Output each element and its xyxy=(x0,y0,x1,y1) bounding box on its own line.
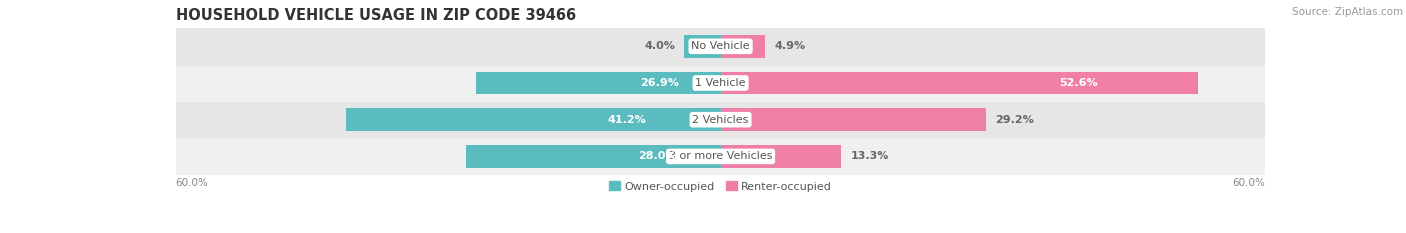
Text: 52.6%: 52.6% xyxy=(1060,78,1098,88)
Text: 29.2%: 29.2% xyxy=(995,115,1033,125)
Text: 3 or more Vehicles: 3 or more Vehicles xyxy=(669,151,772,161)
Text: 13.3%: 13.3% xyxy=(851,151,889,161)
Bar xyxy=(467,145,721,168)
Text: 28.0%: 28.0% xyxy=(638,151,676,161)
Text: 1 Vehicle: 1 Vehicle xyxy=(696,78,745,88)
Bar xyxy=(721,145,841,168)
Bar xyxy=(685,35,721,58)
Bar xyxy=(721,35,765,58)
Text: 60.0%: 60.0% xyxy=(1233,178,1265,188)
Text: 26.9%: 26.9% xyxy=(640,78,679,88)
Bar xyxy=(176,28,1265,65)
Bar xyxy=(176,101,1265,138)
Text: 4.0%: 4.0% xyxy=(644,41,675,51)
Text: 4.9%: 4.9% xyxy=(775,41,806,51)
Bar xyxy=(176,65,1265,101)
Text: 60.0%: 60.0% xyxy=(176,178,208,188)
Bar xyxy=(477,72,721,94)
Text: Source: ZipAtlas.com: Source: ZipAtlas.com xyxy=(1292,7,1403,17)
Text: 41.2%: 41.2% xyxy=(607,115,647,125)
Bar xyxy=(346,108,721,131)
Bar xyxy=(721,108,986,131)
Legend: Owner-occupied, Renter-occupied: Owner-occupied, Renter-occupied xyxy=(605,177,837,196)
Text: No Vehicle: No Vehicle xyxy=(692,41,749,51)
Text: HOUSEHOLD VEHICLE USAGE IN ZIP CODE 39466: HOUSEHOLD VEHICLE USAGE IN ZIP CODE 3946… xyxy=(176,8,576,23)
Text: 2 Vehicles: 2 Vehicles xyxy=(692,115,749,125)
Bar xyxy=(176,138,1265,175)
Bar xyxy=(721,72,1198,94)
